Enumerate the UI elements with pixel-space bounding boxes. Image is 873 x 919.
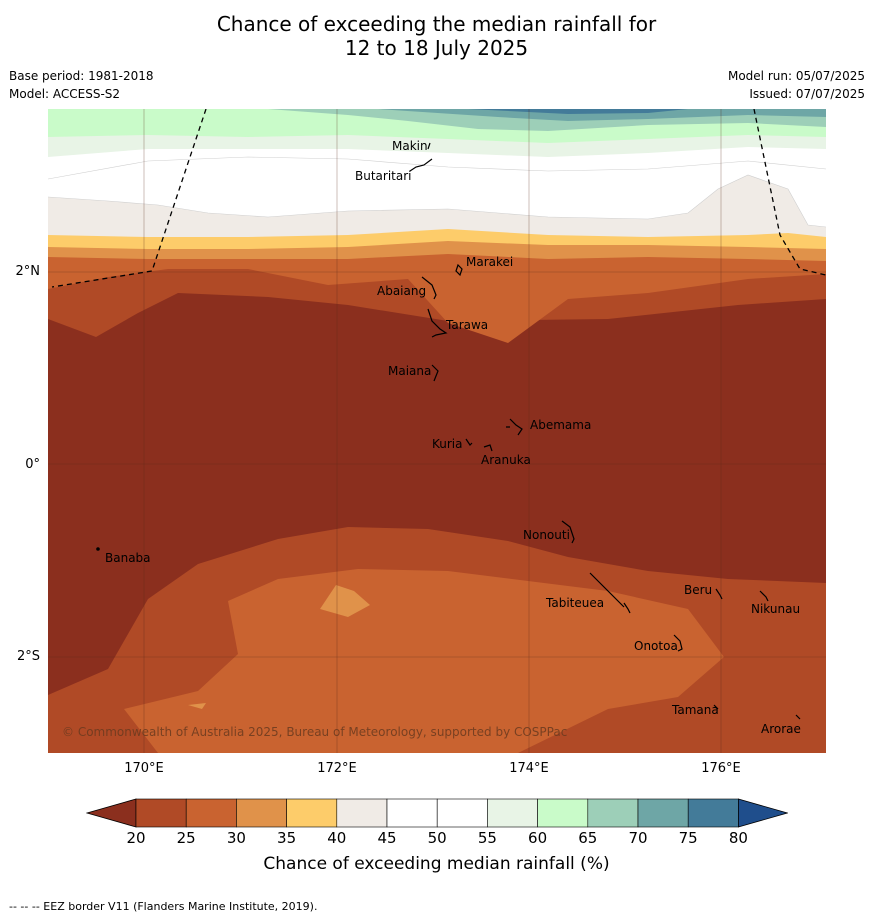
colorbar-bin <box>537 798 589 828</box>
place-label: Tarawa <box>446 318 489 332</box>
place-label: Maiana <box>388 364 432 378</box>
colorbar-tick-label: 60 <box>528 829 548 847</box>
lon-label-174e: 174°E <box>509 761 549 776</box>
colorbar-tick-label: 80 <box>728 829 748 847</box>
lat-label-2n: 2°N <box>15 264 41 279</box>
colorbar-tick-label: 50 <box>427 829 447 847</box>
place-label: Makin <box>392 139 428 153</box>
place-label: Butaritari <box>355 169 412 183</box>
issued-date: Issued: 07/07/2025 <box>749 87 865 101</box>
map-canvas <box>48 109 826 753</box>
place-label: Kuria <box>432 437 463 451</box>
lon-label-176e: 176°E <box>701 761 741 776</box>
model-name: Model: ACCESS-S2 <box>9 87 121 101</box>
gridlines <box>48 109 826 753</box>
colorbar-under-triangle <box>86 798 137 828</box>
colorbar-bin <box>236 798 287 828</box>
lat-label-0: 0° <box>25 457 40 472</box>
eez-footnote: -- -- -- EEZ border V11 (Flanders Marine… <box>9 900 318 913</box>
place-label: Banaba <box>105 551 151 565</box>
colorbar-tick-label: 40 <box>327 829 347 847</box>
island-outlines <box>96 142 801 720</box>
map-title: Chance of exceeding the median rainfall … <box>0 12 873 60</box>
colorbar-bin <box>587 798 639 828</box>
colorbar-bin <box>336 798 388 828</box>
colorbar-tick-label: 25 <box>176 829 196 847</box>
place-label: Arorae <box>761 722 801 736</box>
colorbar-bin <box>687 798 739 828</box>
colorbar-bin <box>135 798 187 828</box>
copyright-notice: © Commonwealth of Australia 2025, Bureau… <box>62 725 568 739</box>
place-label: Onotoa <box>634 639 678 653</box>
colorbar-bin <box>286 798 338 828</box>
southern-patch-35 <box>320 585 370 617</box>
place-label: Tamana <box>672 703 719 717</box>
band-75 <box>378 109 826 121</box>
lon-label-172e: 172°E <box>317 761 357 776</box>
colorbar-bin <box>637 798 689 828</box>
colorbar-over-triangle <box>738 798 788 828</box>
place-label: Beru <box>684 583 713 597</box>
colorbar-tick-label: 45 <box>377 829 397 847</box>
rainfall-map <box>48 109 826 753</box>
place-label: Nonouti <box>523 528 570 542</box>
colorbar-tick-label: 35 <box>277 829 297 847</box>
base-period: Base period: 1981-2018 <box>9 69 154 83</box>
colorbar-label: Chance of exceeding median rainfall (%) <box>263 854 610 874</box>
place-label: Abemama <box>530 418 592 432</box>
place-label: Marakei <box>466 255 514 269</box>
place-label: Abaiang <box>377 284 427 298</box>
colorbar-bin <box>386 798 438 828</box>
colorbar-tick-label: 70 <box>628 829 648 847</box>
model-run: Model run: 05/07/2025 <box>727 69 865 83</box>
southern-band-30 <box>124 569 724 753</box>
colorbar-tick-label: 55 <box>477 829 497 847</box>
eez-border <box>51 109 826 288</box>
colorbar <box>86 798 788 828</box>
place-label: Tabiteuea <box>546 596 605 610</box>
contour-lines <box>48 156 826 228</box>
colorbar-tick-label: 65 <box>578 829 598 847</box>
lat-label-2s: 2°S <box>16 649 40 664</box>
colorbar-tick-label: 75 <box>678 829 698 847</box>
colorbar-bin <box>185 798 237 828</box>
band-80 <box>468 109 688 114</box>
place-label: Nikunau <box>751 602 801 616</box>
colorbar-bin <box>487 798 538 828</box>
title-line-2: 12 to 18 July 2025 <box>344 36 529 60</box>
colorbar-bin <box>436 798 488 828</box>
title-line-1: Chance of exceeding the median rainfall … <box>216 12 657 36</box>
lon-label-170e: 170°E <box>124 761 164 776</box>
colorbar-tick-label: 30 <box>226 829 246 847</box>
southern-speck-35 <box>188 703 206 709</box>
colorbar-tick-label: 20 <box>126 829 146 847</box>
place-label: Aranuka <box>481 453 531 467</box>
